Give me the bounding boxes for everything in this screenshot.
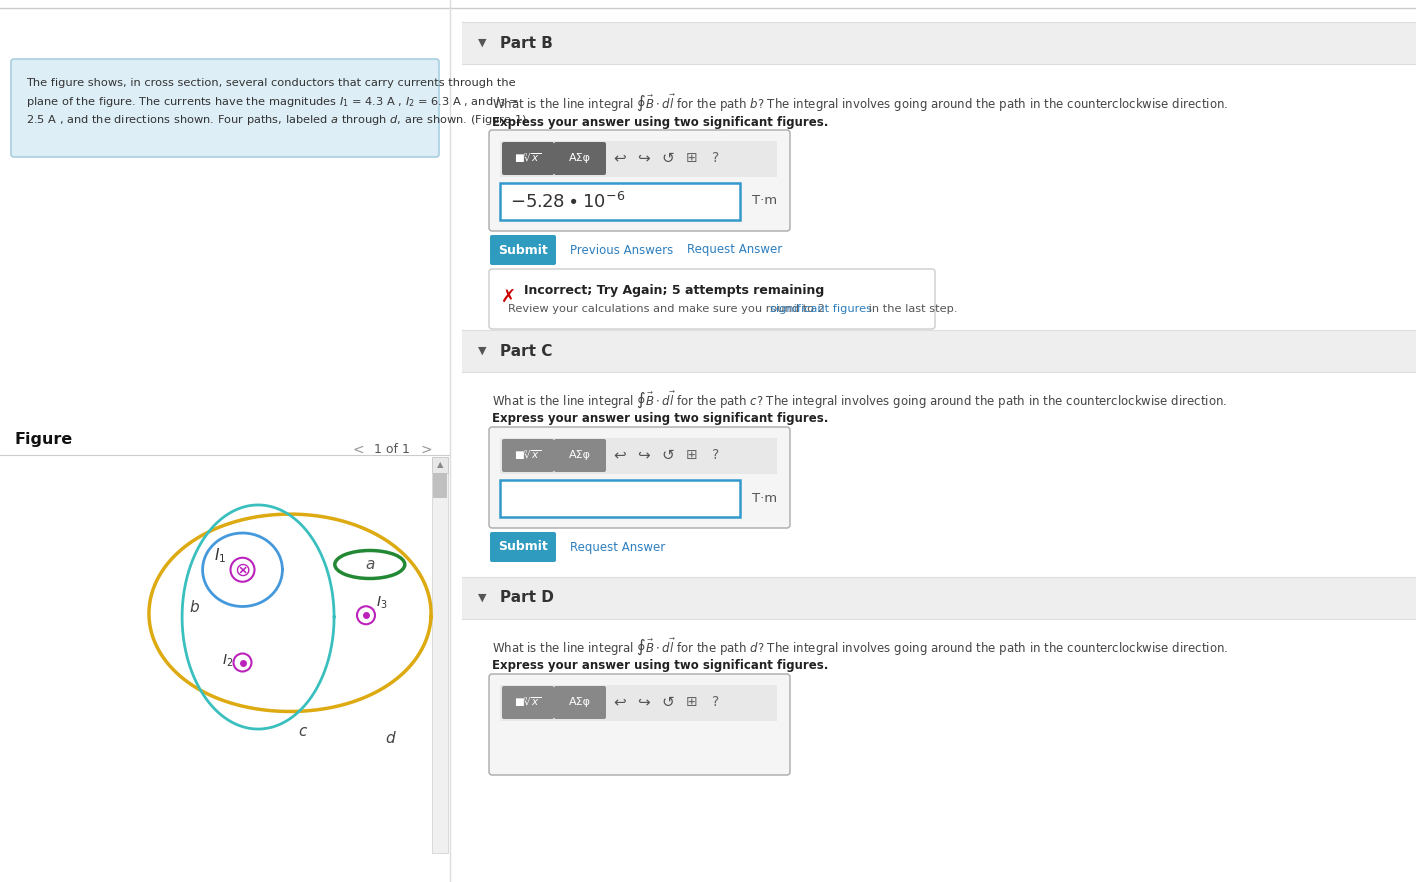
Text: ↺: ↺: [661, 694, 674, 709]
Text: T·m: T·m: [752, 491, 777, 505]
FancyBboxPatch shape: [503, 686, 554, 719]
Text: Submit: Submit: [498, 243, 548, 257]
FancyBboxPatch shape: [489, 269, 935, 329]
Text: Part D: Part D: [500, 591, 554, 606]
Text: >: >: [421, 443, 432, 457]
Bar: [500, 438, 777, 474]
Text: ▼: ▼: [477, 38, 486, 48]
Text: Incorrect; Try Again; 5 attempts remaining: Incorrect; Try Again; 5 attempts remaini…: [524, 284, 824, 297]
Text: ⊞: ⊞: [687, 151, 698, 165]
Text: The figure shows, in cross section, several conductors that carry currents throu: The figure shows, in cross section, seve…: [25, 78, 515, 88]
Bar: [432, 457, 447, 473]
Text: AΣφ: AΣφ: [569, 153, 590, 163]
FancyBboxPatch shape: [11, 59, 439, 157]
Text: Submit: Submit: [498, 541, 548, 554]
FancyBboxPatch shape: [554, 439, 606, 472]
Text: $d$: $d$: [385, 730, 396, 746]
Text: $\blacksquare\sqrt[n]{x}$: $\blacksquare\sqrt[n]{x}$: [514, 695, 541, 709]
FancyBboxPatch shape: [554, 142, 606, 175]
Text: ↺: ↺: [661, 447, 674, 462]
FancyBboxPatch shape: [554, 686, 606, 719]
Text: What is the line integral $\oint \vec{B} \cdot d\vec{l}$ for the path $b$? The i: What is the line integral $\oint \vec{B}…: [491, 93, 1228, 113]
Text: $I_1$: $I_1$: [214, 547, 227, 565]
Text: ▼: ▼: [477, 593, 486, 603]
Text: ▲: ▲: [436, 460, 443, 469]
Text: $b$: $b$: [190, 599, 200, 615]
Text: Previous Answers: Previous Answers: [571, 243, 673, 257]
FancyBboxPatch shape: [490, 235, 556, 265]
Text: What is the line integral $\oint \vec{B} \cdot d\vec{l}$ for the path $c$? The i: What is the line integral $\oint \vec{B}…: [491, 390, 1228, 410]
Text: ⊞: ⊞: [687, 448, 698, 462]
Text: <: <: [353, 443, 364, 457]
Bar: [462, 577, 1416, 619]
Bar: [433, 473, 447, 498]
Text: ↩: ↩: [613, 151, 626, 166]
Text: ↪: ↪: [637, 447, 650, 462]
FancyBboxPatch shape: [489, 427, 790, 528]
Text: ↺: ↺: [661, 151, 674, 166]
Text: Express your answer using two significant figures.: Express your answer using two significan…: [491, 412, 828, 425]
Text: ↪: ↪: [637, 694, 650, 709]
Text: Figure: Figure: [14, 432, 72, 447]
Text: ?: ?: [712, 151, 719, 165]
Text: ↪: ↪: [637, 151, 650, 166]
Text: $\blacksquare\sqrt[n]{x}$: $\blacksquare\sqrt[n]{x}$: [514, 448, 541, 462]
Text: Request Answer: Request Answer: [571, 541, 666, 554]
Text: Request Answer: Request Answer: [687, 243, 782, 257]
Text: Express your answer using two significant figures.: Express your answer using two significan…: [491, 659, 828, 672]
FancyBboxPatch shape: [503, 142, 554, 175]
Text: 1 of 1: 1 of 1: [374, 443, 411, 456]
Text: $\blacksquare\sqrt[n]{x}$: $\blacksquare\sqrt[n]{x}$: [514, 151, 541, 165]
Bar: [500, 685, 777, 721]
Text: Express your answer using two significant figures.: Express your answer using two significan…: [491, 116, 828, 129]
Text: $c$: $c$: [297, 724, 307, 739]
Text: ?: ?: [712, 448, 719, 462]
Text: $-5.28\bullet10^{-6}$: $-5.28\bullet10^{-6}$: [510, 192, 626, 212]
FancyBboxPatch shape: [489, 130, 790, 231]
Bar: [500, 141, 777, 177]
Text: ↩: ↩: [613, 694, 626, 709]
Text: Part B: Part B: [500, 35, 552, 50]
Bar: [462, 330, 1416, 372]
Text: Review your calculations and make sure you round to 2: Review your calculations and make sure y…: [508, 304, 828, 314]
Text: $I_2$: $I_2$: [222, 653, 234, 669]
Text: significant figures: significant figures: [770, 304, 872, 314]
Text: AΣφ: AΣφ: [569, 450, 590, 460]
Text: 2.5 A , and the directions shown. Four paths, labeled $a$ through $d$, are shown: 2.5 A , and the directions shown. Four p…: [25, 113, 527, 127]
FancyBboxPatch shape: [490, 532, 556, 562]
Text: ⊞: ⊞: [687, 695, 698, 709]
Text: ⊗: ⊗: [234, 560, 251, 579]
Text: T·m: T·m: [752, 195, 777, 207]
Bar: [500, 480, 741, 517]
Text: ↩: ↩: [613, 447, 626, 462]
Text: $a$: $a$: [365, 557, 375, 572]
Text: plane of the figure. The currents have the magnitudes $I_1$ = 4.3 A , $I_2$ = 6.: plane of the figure. The currents have t…: [25, 95, 518, 109]
Bar: [432, 473, 447, 853]
Text: $I_3$: $I_3$: [377, 595, 388, 611]
Text: What is the line integral $\oint \vec{B} \cdot d\vec{l}$ for the path $d$? The i: What is the line integral $\oint \vec{B}…: [491, 637, 1228, 657]
FancyBboxPatch shape: [503, 439, 554, 472]
Text: Part C: Part C: [500, 343, 552, 358]
Bar: [500, 183, 741, 220]
Text: in the last step.: in the last step.: [865, 304, 957, 314]
Text: ?: ?: [712, 695, 719, 709]
Text: ✗: ✗: [500, 288, 515, 306]
Text: ▼: ▼: [477, 346, 486, 356]
FancyBboxPatch shape: [489, 674, 790, 775]
Text: AΣφ: AΣφ: [569, 697, 590, 707]
Bar: [462, 22, 1416, 64]
